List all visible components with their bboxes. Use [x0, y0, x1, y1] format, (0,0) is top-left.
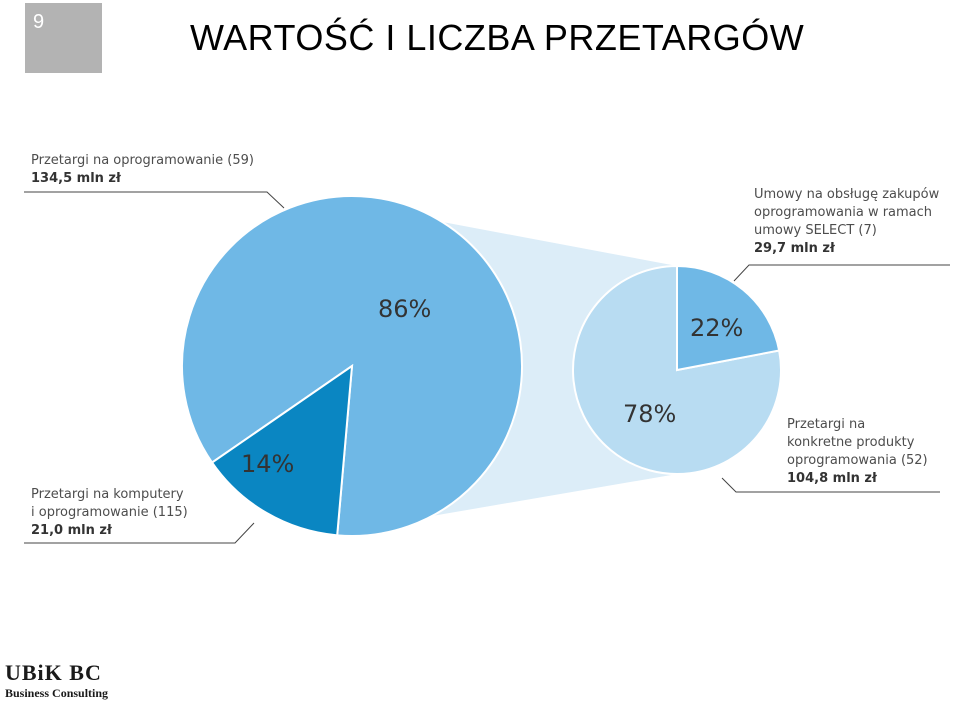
label-select-line2: oprogramowania w ramach — [754, 205, 932, 220]
logo-subtitle: Business Consulting — [5, 686, 109, 700]
label-select-value: 29,7 mln zł — [754, 241, 836, 256]
pct-label-software: 86% — [378, 295, 431, 323]
slide-title: WARTOŚĆ I LICZBA PRZETARGÓW — [190, 17, 805, 58]
label-computers-line2: i oprogramowanie (115) — [31, 505, 188, 520]
pie-slice-computers — [210, 363, 354, 537]
pie-of-pie-chart: Przetargi na oprogramowanie (59) 134,5 m… — [22, 140, 960, 550]
label-software-value: 134,5 mln zł — [31, 171, 122, 186]
leader-line-products — [721, 477, 940, 493]
chart-svg: Przetargi na oprogramowanie (59) 134,5 m… — [24, 153, 950, 544]
slide-number: 9 — [25, 3, 102, 73]
label-products-line2: konkretne produkty — [787, 435, 915, 450]
pct-label-computers: 14% — [241, 450, 294, 478]
logo-name: UBiK BC — [5, 660, 102, 685]
leader-line-select — [733, 264, 950, 282]
label-select-line1: Umowy na obsługę zakupów — [754, 187, 940, 202]
pct-label-select: 22% — [690, 314, 743, 342]
leader-line-software — [24, 191, 285, 209]
leader-line-computers — [24, 522, 255, 544]
label-products-line3: oprogramowania (52) — [787, 453, 928, 468]
label-products-line1: Przetargi na — [787, 417, 865, 432]
chart-shapes — [181, 195, 782, 537]
label-select-line3: umowy SELECT (7) — [754, 223, 877, 238]
label-products-value: 104,8 mln zł — [787, 471, 878, 486]
pct-label-products: 78% — [623, 400, 676, 428]
label-software-name: Przetargi na oprogramowanie (59) — [31, 153, 254, 168]
label-computers-value: 21,0 mln zł — [31, 523, 113, 538]
company-logo: UBiK BC Business Consulting — [5, 660, 115, 705]
pie-slice-select — [676, 264, 781, 372]
label-computers-line1: Przetargi na komputery — [31, 487, 184, 502]
